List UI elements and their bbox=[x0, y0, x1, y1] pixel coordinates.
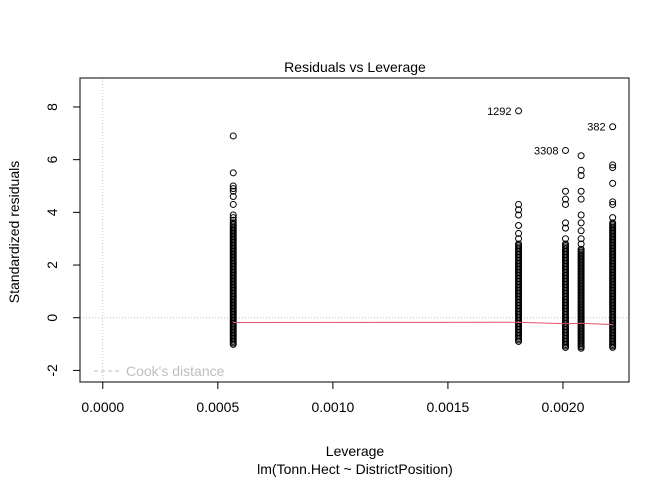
x-axis: 0.0000 0.0005 0.0010 0.0015 0.0020 bbox=[81, 381, 585, 415]
data-point bbox=[609, 200, 617, 208]
y-tick-label: 0 bbox=[44, 314, 60, 322]
data-point bbox=[229, 169, 237, 177]
data-point bbox=[229, 193, 237, 201]
y-tick-label: 2 bbox=[44, 261, 60, 269]
x-tick-label: 0.0000 bbox=[81, 399, 124, 415]
y-tick-label: 6 bbox=[44, 156, 60, 164]
data-point bbox=[577, 152, 585, 160]
data-point bbox=[577, 211, 585, 219]
data-point bbox=[515, 206, 523, 214]
data-point bbox=[515, 211, 523, 219]
smoother-line bbox=[233, 321, 613, 326]
data-point bbox=[609, 123, 617, 131]
data-point bbox=[577, 195, 585, 203]
data-point bbox=[561, 187, 569, 195]
data-point bbox=[609, 161, 617, 169]
x-axis-label: Leverage bbox=[326, 443, 385, 459]
x-tick-label: 0.0020 bbox=[542, 399, 585, 415]
data-point bbox=[609, 179, 617, 187]
data-points bbox=[229, 107, 617, 352]
dense-point-band bbox=[609, 219, 617, 351]
data-point bbox=[561, 146, 569, 154]
outlier-label: 3308 bbox=[534, 145, 558, 157]
data-point bbox=[577, 227, 585, 235]
reference-lines bbox=[80, 78, 629, 382]
data-point bbox=[561, 235, 569, 243]
data-point bbox=[561, 224, 569, 232]
data-point bbox=[577, 187, 585, 195]
data-point bbox=[515, 222, 523, 230]
y-tick-label: 4 bbox=[44, 208, 60, 216]
data-point bbox=[229, 182, 237, 190]
data-point bbox=[609, 198, 617, 206]
dense-point-band bbox=[229, 219, 237, 348]
data-point bbox=[577, 235, 585, 243]
data-point bbox=[229, 340, 237, 348]
data-point bbox=[229, 200, 237, 208]
data-point bbox=[577, 171, 585, 179]
data-point bbox=[609, 164, 617, 172]
dense-point-band bbox=[577, 245, 585, 352]
data-point bbox=[561, 200, 569, 208]
data-point bbox=[561, 195, 569, 203]
y-tick-label: 8 bbox=[44, 103, 60, 111]
data-point bbox=[229, 211, 237, 219]
y-tick-label: -2 bbox=[44, 364, 60, 377]
legend-label: Cook's distance bbox=[126, 363, 225, 379]
smoother-curve bbox=[233, 321, 613, 326]
x-tick-label: 0.0005 bbox=[196, 399, 239, 415]
data-point bbox=[229, 132, 237, 140]
data-point bbox=[229, 187, 237, 195]
data-point bbox=[515, 107, 523, 115]
outlier-labels: 1292 3308 382 bbox=[487, 106, 606, 158]
y-axis-label: Standardized residuals bbox=[6, 161, 22, 303]
data-point bbox=[577, 344, 585, 352]
data-point bbox=[229, 216, 237, 224]
data-point bbox=[561, 219, 569, 227]
data-point bbox=[609, 343, 617, 351]
outlier-label: 1292 bbox=[487, 106, 511, 118]
legend: Cook's distance bbox=[94, 363, 225, 379]
data-point bbox=[229, 185, 237, 193]
data-point bbox=[515, 337, 523, 345]
data-point bbox=[577, 219, 585, 227]
dense-point-band bbox=[561, 240, 569, 351]
data-point bbox=[609, 214, 617, 222]
outlier-label: 382 bbox=[587, 122, 605, 134]
chart-title: Residuals vs Leverage bbox=[284, 59, 426, 75]
data-point bbox=[515, 200, 523, 208]
y-axis: -2 0 2 4 6 8 bbox=[44, 103, 81, 377]
data-point bbox=[561, 343, 569, 351]
data-point bbox=[229, 214, 237, 222]
data-point bbox=[577, 240, 585, 248]
data-point bbox=[577, 166, 585, 174]
dense-point-band bbox=[515, 240, 523, 345]
x-tick-label: 0.0010 bbox=[311, 399, 354, 415]
x-tick-label: 0.0015 bbox=[427, 399, 470, 415]
plot-frame bbox=[79, 77, 630, 383]
data-point bbox=[515, 235, 523, 243]
data-point bbox=[515, 229, 523, 237]
model-formula-label: lm(Tonn.Hect ~ DistrictPosition) bbox=[257, 461, 453, 477]
